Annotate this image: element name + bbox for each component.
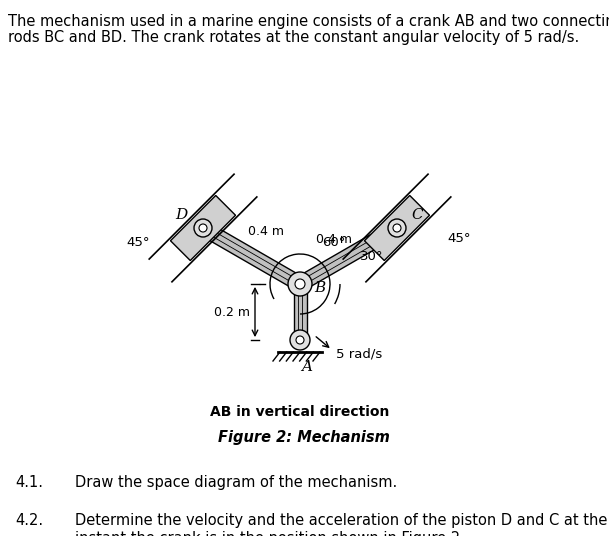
- Text: 30°: 30°: [360, 249, 384, 263]
- Polygon shape: [296, 221, 401, 291]
- Text: Figure 2: Mechanism: Figure 2: Mechanism: [218, 430, 390, 445]
- Text: rods BC and BD. The crank rotates at the constant angular velocity of 5 rad/s.: rods BC and BD. The crank rotates at the…: [8, 30, 579, 45]
- Text: B: B: [314, 281, 325, 295]
- Circle shape: [194, 219, 212, 237]
- Text: A: A: [301, 360, 312, 374]
- Text: 4.1.: 4.1.: [15, 475, 43, 490]
- Polygon shape: [199, 221, 304, 291]
- Text: Determine the velocity and the acceleration of the piston D and C at the: Determine the velocity and the accelerat…: [75, 513, 607, 528]
- Text: C: C: [411, 208, 423, 222]
- Circle shape: [295, 279, 305, 289]
- Polygon shape: [171, 196, 236, 260]
- Polygon shape: [364, 196, 429, 260]
- Text: 4.2.: 4.2.: [15, 513, 43, 528]
- Text: instant the crank is in the position shown in Figure 2.: instant the crank is in the position sho…: [75, 531, 465, 536]
- Text: D: D: [175, 208, 187, 222]
- Text: 45°: 45°: [447, 232, 471, 244]
- Circle shape: [393, 224, 401, 232]
- Circle shape: [388, 219, 406, 237]
- Text: AB in vertical direction: AB in vertical direction: [210, 405, 390, 419]
- Text: 0.2 m: 0.2 m: [214, 306, 250, 318]
- Text: 0.4 m: 0.4 m: [247, 225, 284, 238]
- Circle shape: [296, 336, 304, 344]
- Text: 0.4 m: 0.4 m: [317, 233, 353, 246]
- Text: The mechanism used in a marine engine consists of a crank AB and two connecting: The mechanism used in a marine engine co…: [8, 14, 609, 29]
- Text: 5 rad/s: 5 rad/s: [336, 347, 382, 361]
- Text: 45°: 45°: [126, 235, 150, 249]
- Circle shape: [288, 272, 312, 296]
- Polygon shape: [294, 284, 306, 340]
- Circle shape: [290, 330, 310, 350]
- Text: 60°: 60°: [322, 235, 345, 249]
- Text: Draw the space diagram of the mechanism.: Draw the space diagram of the mechanism.: [75, 475, 397, 490]
- Circle shape: [199, 224, 207, 232]
